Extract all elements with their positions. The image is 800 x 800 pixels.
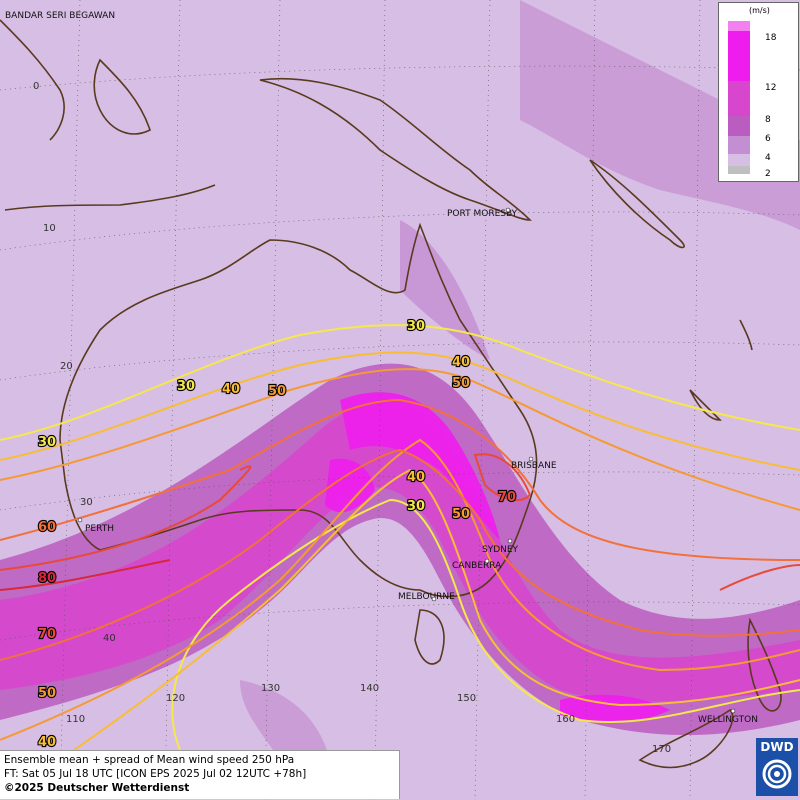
city-marker-melbourne [431,596,437,602]
lat-label-30: 30 [80,497,93,508]
contour-line-70-ring [473,453,532,502]
contour-line-70 [0,465,252,571]
legend-swatch-8 [728,116,750,136]
place-wellington: WELLINGTON [698,715,758,725]
dwd-swirl-icon [762,759,792,789]
footer-copyright: ©2025 Deutscher Wetterdienst [4,782,190,794]
contour-label-30-north: 30 [407,319,425,334]
legend: (m/s) 18 12 8 6 4 2 [718,2,799,182]
contours [0,324,800,781]
contour-line-60 [0,398,800,561]
contour-line-60-inner [0,448,800,661]
city-marker-sydney [507,538,513,544]
contour-label-30-west: 30 [177,379,195,394]
legend-tick-2: 2 [765,169,771,179]
contour-label-30-inner: 30 [407,499,425,514]
footer-product-line: Ensemble mean + spread of Mean wind spee… [4,754,295,766]
lon-label-130: 130 [261,683,280,694]
footer-forecast-time: FT: Sat 05 Jul 18 UTC [ICON EPS 2025 Jul… [4,768,307,780]
place-sydney: SYDNEY [482,545,519,555]
lon-label-150: 150 [457,693,476,704]
place-bandar-seri-begawan: BANDAR SERI BEGAWAN [5,11,115,21]
contour-label-80: 80 [38,571,56,586]
legend-swatch-6 [728,136,750,154]
lat-label-40: 40 [103,633,116,644]
place-brisbane: BRISBANE [511,461,557,471]
lon-label-110: 110 [66,714,85,725]
legend-unit: (m/s) [749,6,770,15]
contour-label-50-inner: 50 [452,507,470,522]
place-melbourne: MELBOURNE [398,592,455,602]
place-canberra: CANBERRA [452,561,502,571]
lat-label-10: 10 [43,223,56,234]
city-marker-port-moresby [505,207,511,213]
legend-tick-12: 12 [765,83,777,93]
contour-label-60: 60 [38,520,56,535]
legend-swatch-2 [728,166,750,174]
lon-label-120: 120 [166,693,185,704]
lon-label-170: 170 [652,744,671,755]
contour-line-30-inner [171,498,800,751]
legend-swatch-4 [728,154,750,166]
contour-label-50-north: 50 [452,376,470,391]
contour-label-70-east: 70 [498,490,516,505]
contour-line-50 [0,368,800,511]
legend-swatch-18 [728,31,750,81]
place-perth: PERTH [85,524,114,534]
contour-line-40-inner [29,468,800,781]
legend-tick-6: 6 [765,134,771,144]
contour-line-40 [0,351,800,471]
lat-label-0: 0 [33,81,39,92]
legend-swatch-12 [728,81,750,116]
dwd-logo-text: DWD [760,740,794,754]
contour-label-50-sw: 50 [38,686,56,701]
legend-swatch-top [728,21,750,31]
contour-labels: 30 30 30 30 40 40 40 40 50 50 50 50 60 7… [37,318,517,751]
lat-label-20: 20 [60,361,73,372]
lon-label-140: 140 [360,683,379,694]
legend-tick-8: 8 [765,115,771,125]
contour-label-70-sw: 70 [38,627,56,642]
city-marker-wellington [730,708,736,714]
legend-tick-18: 18 [765,33,777,43]
legend-tick-4: 4 [765,153,771,163]
city-marker-canberra [484,558,490,564]
contour-line-30 [0,324,800,441]
place-labels: BANDAR SERI BEGAWAN PORT MORESBY BRISBAN… [5,11,758,725]
contour-label-40-west: 40 [222,382,240,397]
place-port-moresby: PORT MORESBY [447,209,518,219]
footer-info: Ensemble mean + spread of Mean wind spee… [0,750,400,799]
city-marker-brisbane [528,456,534,462]
contour-line-80 [0,559,171,591]
dwd-logo: DWD [756,738,798,796]
coastlines [0,19,782,769]
contour-label-30-coast: 30 [38,435,56,450]
contour-label-40-inner: 40 [407,470,425,485]
contour-label-50-west: 50 [268,384,286,399]
lon-label-160: 160 [556,714,575,725]
city-marker-perth [77,517,83,523]
contour-line-70-east [719,564,800,591]
contour-label-40-sw: 40 [38,735,56,750]
grid-labels: 0 10 20 30 40 110 120 130 140 150 160 17… [33,81,671,755]
contour-label-40-north: 40 [452,355,470,370]
contour-line-50-inner [0,438,800,741]
